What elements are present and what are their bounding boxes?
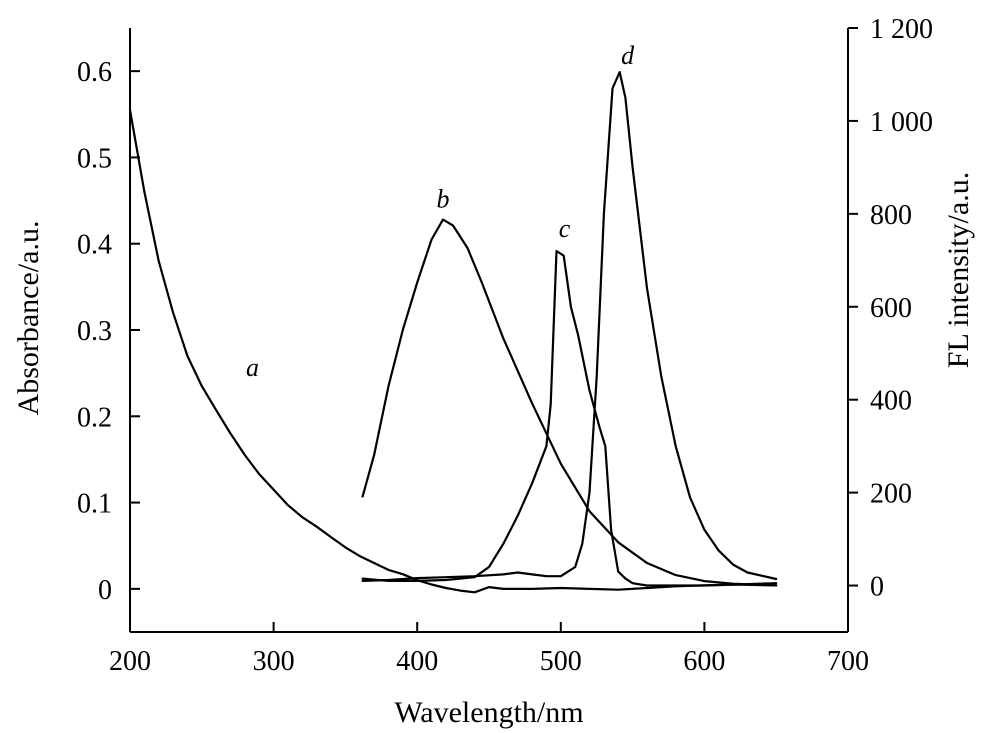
axes <box>129 28 849 633</box>
y-left-tick-label: 0.6 <box>77 57 112 88</box>
y-right-tick-label: 200 <box>870 479 912 510</box>
curve-label-c: c <box>559 214 571 243</box>
curve-d <box>361 70 778 583</box>
x-ticks: 200 300 400 500 600 700 <box>109 622 869 677</box>
y-right-tick-label: 800 <box>870 200 912 231</box>
y-left-tick-label: 0.4 <box>77 230 112 261</box>
y-right-tick-label: 1 000 <box>870 107 933 138</box>
curve-label-b: b <box>437 185 450 214</box>
y-left-ticks: 0 0.1 0.2 0.3 0.4 0.5 0.6 <box>77 57 140 606</box>
x-tick-label: 300 <box>253 646 295 677</box>
curve-b <box>361 218 778 587</box>
x-tick-label: 400 <box>396 646 438 677</box>
y-right-axis-title: FL intensity/a.u. <box>942 172 975 368</box>
y-left-tick-label: 0.2 <box>77 402 112 433</box>
y-right-tick-label: 600 <box>870 293 912 324</box>
y-right-ticks: 0 200 400 600 800 1 000 1 200 <box>848 14 933 603</box>
y-right-tick-label: 1 200 <box>870 14 933 45</box>
y-right-tick-label: 0 <box>870 572 884 603</box>
curve-c <box>361 249 778 587</box>
x-tick-label: 200 <box>109 646 151 677</box>
curve-a <box>128 108 778 594</box>
x-axis-title: Wavelength/nm <box>394 696 583 729</box>
x-tick-label: 700 <box>827 646 869 677</box>
x-tick-label: 600 <box>683 646 725 677</box>
curve-label-d: d <box>621 41 635 70</box>
y-left-tick-label: 0.3 <box>77 316 112 347</box>
curve-label-a: a <box>246 353 259 382</box>
x-tick-label: 500 <box>540 646 582 677</box>
y-left-tick-label: 0 <box>98 575 112 606</box>
y-left-tick-label: 0.1 <box>77 489 112 520</box>
y-right-tick-label: 400 <box>870 386 912 417</box>
y-left-tick-label: 0.5 <box>77 143 112 174</box>
series-curves: a b c d <box>128 41 778 594</box>
y-left-axis-title: Absorbance/a.u. <box>12 221 45 416</box>
